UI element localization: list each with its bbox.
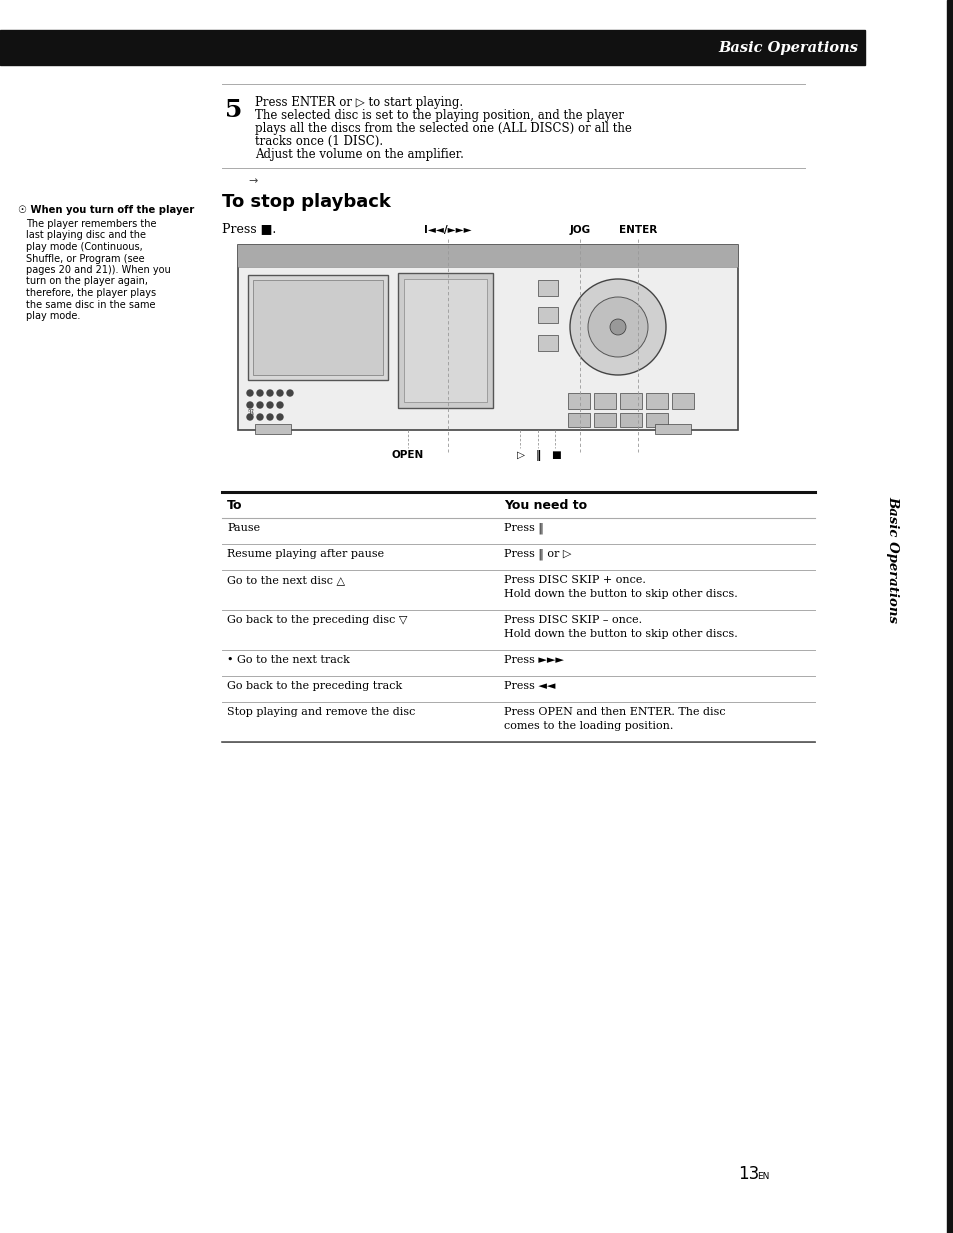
Bar	[537, 307, 558, 323]
Text: play mode (Continuous,: play mode (Continuous,	[26, 242, 143, 252]
Text: You need to: You need to	[503, 499, 586, 512]
Text: Hold down the button to skip other discs.: Hold down the button to skip other discs…	[503, 589, 737, 599]
Text: Resume playing after pause: Resume playing after pause	[227, 549, 384, 559]
Text: Stop playing and remove the disc: Stop playing and remove the disc	[227, 707, 415, 718]
Circle shape	[569, 279, 665, 375]
Text: play mode.: play mode.	[26, 311, 80, 321]
Text: ℜ: ℜ	[248, 408, 254, 417]
Bar	[655, 424, 690, 434]
Text: turn on the player again,: turn on the player again,	[26, 276, 148, 286]
Text: the same disc in the same: the same disc in the same	[26, 300, 155, 309]
Text: Hold down the button to skip other discs.: Hold down the button to skip other discs…	[503, 629, 737, 639]
Circle shape	[256, 402, 263, 408]
Text: ▷: ▷	[516, 450, 524, 460]
Circle shape	[247, 390, 253, 396]
Circle shape	[247, 414, 253, 420]
Text: Press DISC SKIP + once.: Press DISC SKIP + once.	[503, 575, 645, 584]
Text: Basic Operations: Basic Operations	[718, 41, 857, 55]
Circle shape	[276, 390, 283, 396]
Circle shape	[247, 402, 253, 408]
Text: Go to the next disc △: Go to the next disc △	[227, 575, 345, 584]
Text: Press DISC SKIP – once.: Press DISC SKIP – once.	[503, 615, 641, 625]
Text: JOG: JOG	[569, 224, 591, 236]
Text: Press ENTER or ▷ to start playing.: Press ENTER or ▷ to start playing.	[254, 96, 462, 109]
Text: Press ■.: Press ■.	[222, 222, 276, 236]
Bar	[237, 245, 738, 430]
Text: Go back to the preceding track: Go back to the preceding track	[227, 681, 402, 690]
Bar	[946, 0, 953, 1233]
Bar	[537, 335, 558, 351]
Bar	[537, 280, 558, 296]
Text: Press ►►►: Press ►►►	[503, 655, 563, 665]
Bar	[403, 279, 486, 402]
Text: I◄◄/►►►: I◄◄/►►►	[424, 224, 472, 236]
Text: ENTER: ENTER	[618, 224, 657, 236]
Circle shape	[287, 390, 293, 396]
Text: Press OPEN and then ENTER. The disc: Press OPEN and then ENTER. The disc	[503, 707, 725, 718]
Bar	[671, 393, 693, 409]
Bar	[567, 413, 589, 427]
Bar	[645, 393, 667, 409]
Circle shape	[609, 319, 625, 335]
Bar	[645, 413, 667, 427]
Text: To stop playback: To stop playback	[222, 194, 391, 211]
Circle shape	[267, 390, 273, 396]
Text: ■: ■	[550, 450, 559, 460]
Text: therefore, the player plays: therefore, the player plays	[26, 289, 156, 298]
Bar	[619, 413, 641, 427]
Text: Adjust the volume on the amplifier.: Adjust the volume on the amplifier.	[254, 148, 463, 162]
Text: The player remembers the: The player remembers the	[26, 219, 156, 229]
Text: plays all the discs from the selected one (ALL DISCS) or all the: plays all the discs from the selected on…	[254, 122, 631, 134]
Text: Press ‖: Press ‖	[503, 523, 543, 534]
Bar	[253, 280, 382, 375]
Bar	[0, 30, 864, 65]
Circle shape	[276, 414, 283, 420]
Text: pages 20 and 21)). When you: pages 20 and 21)). When you	[26, 265, 171, 275]
Text: Go back to the preceding disc ▽: Go back to the preceding disc ▽	[227, 615, 407, 625]
Circle shape	[276, 402, 283, 408]
Text: The selected disc is set to the playing position, and the player: The selected disc is set to the playing …	[254, 109, 623, 122]
Text: last playing disc and the: last playing disc and the	[26, 231, 146, 240]
Circle shape	[256, 414, 263, 420]
Text: ‖: ‖	[535, 450, 540, 461]
Text: Shuffle, or Program (see: Shuffle, or Program (see	[26, 254, 145, 264]
Circle shape	[587, 297, 647, 358]
Bar	[248, 275, 388, 380]
Bar	[567, 393, 589, 409]
Text: 13: 13	[738, 1165, 759, 1182]
Circle shape	[256, 390, 263, 396]
Text: Press ◄◄: Press ◄◄	[503, 681, 555, 690]
Text: 5: 5	[224, 97, 242, 122]
Circle shape	[267, 414, 273, 420]
Text: →: →	[248, 176, 257, 186]
Text: Press ‖ or ▷: Press ‖ or ▷	[503, 549, 571, 561]
Text: OPEN: OPEN	[392, 450, 424, 460]
Text: comes to the loading position.: comes to the loading position.	[503, 721, 673, 731]
Text: tracks once (1 DISC).: tracks once (1 DISC).	[254, 134, 383, 148]
Bar	[594, 393, 616, 409]
Text: • Go to the next track: • Go to the next track	[227, 655, 350, 665]
Bar	[237, 245, 738, 268]
Text: Pause: Pause	[227, 523, 260, 533]
Text: ☉ When you turn off the player: ☉ When you turn off the player	[18, 205, 194, 215]
Bar	[619, 393, 641, 409]
Bar	[594, 413, 616, 427]
Text: Basic Operations: Basic Operations	[885, 497, 899, 624]
Text: EN: EN	[757, 1173, 768, 1181]
Text: To: To	[227, 499, 242, 512]
Bar	[254, 424, 291, 434]
Bar	[397, 272, 493, 408]
Circle shape	[267, 402, 273, 408]
